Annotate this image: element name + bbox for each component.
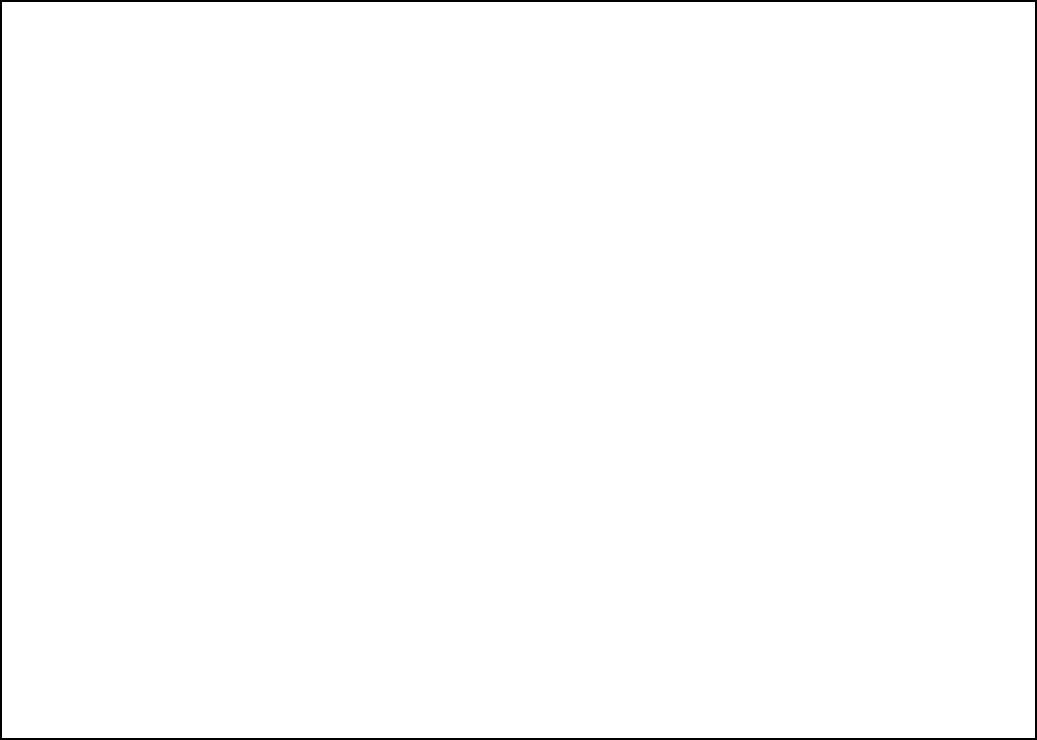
plot-area [2,2,1035,738]
chart [0,0,1037,740]
